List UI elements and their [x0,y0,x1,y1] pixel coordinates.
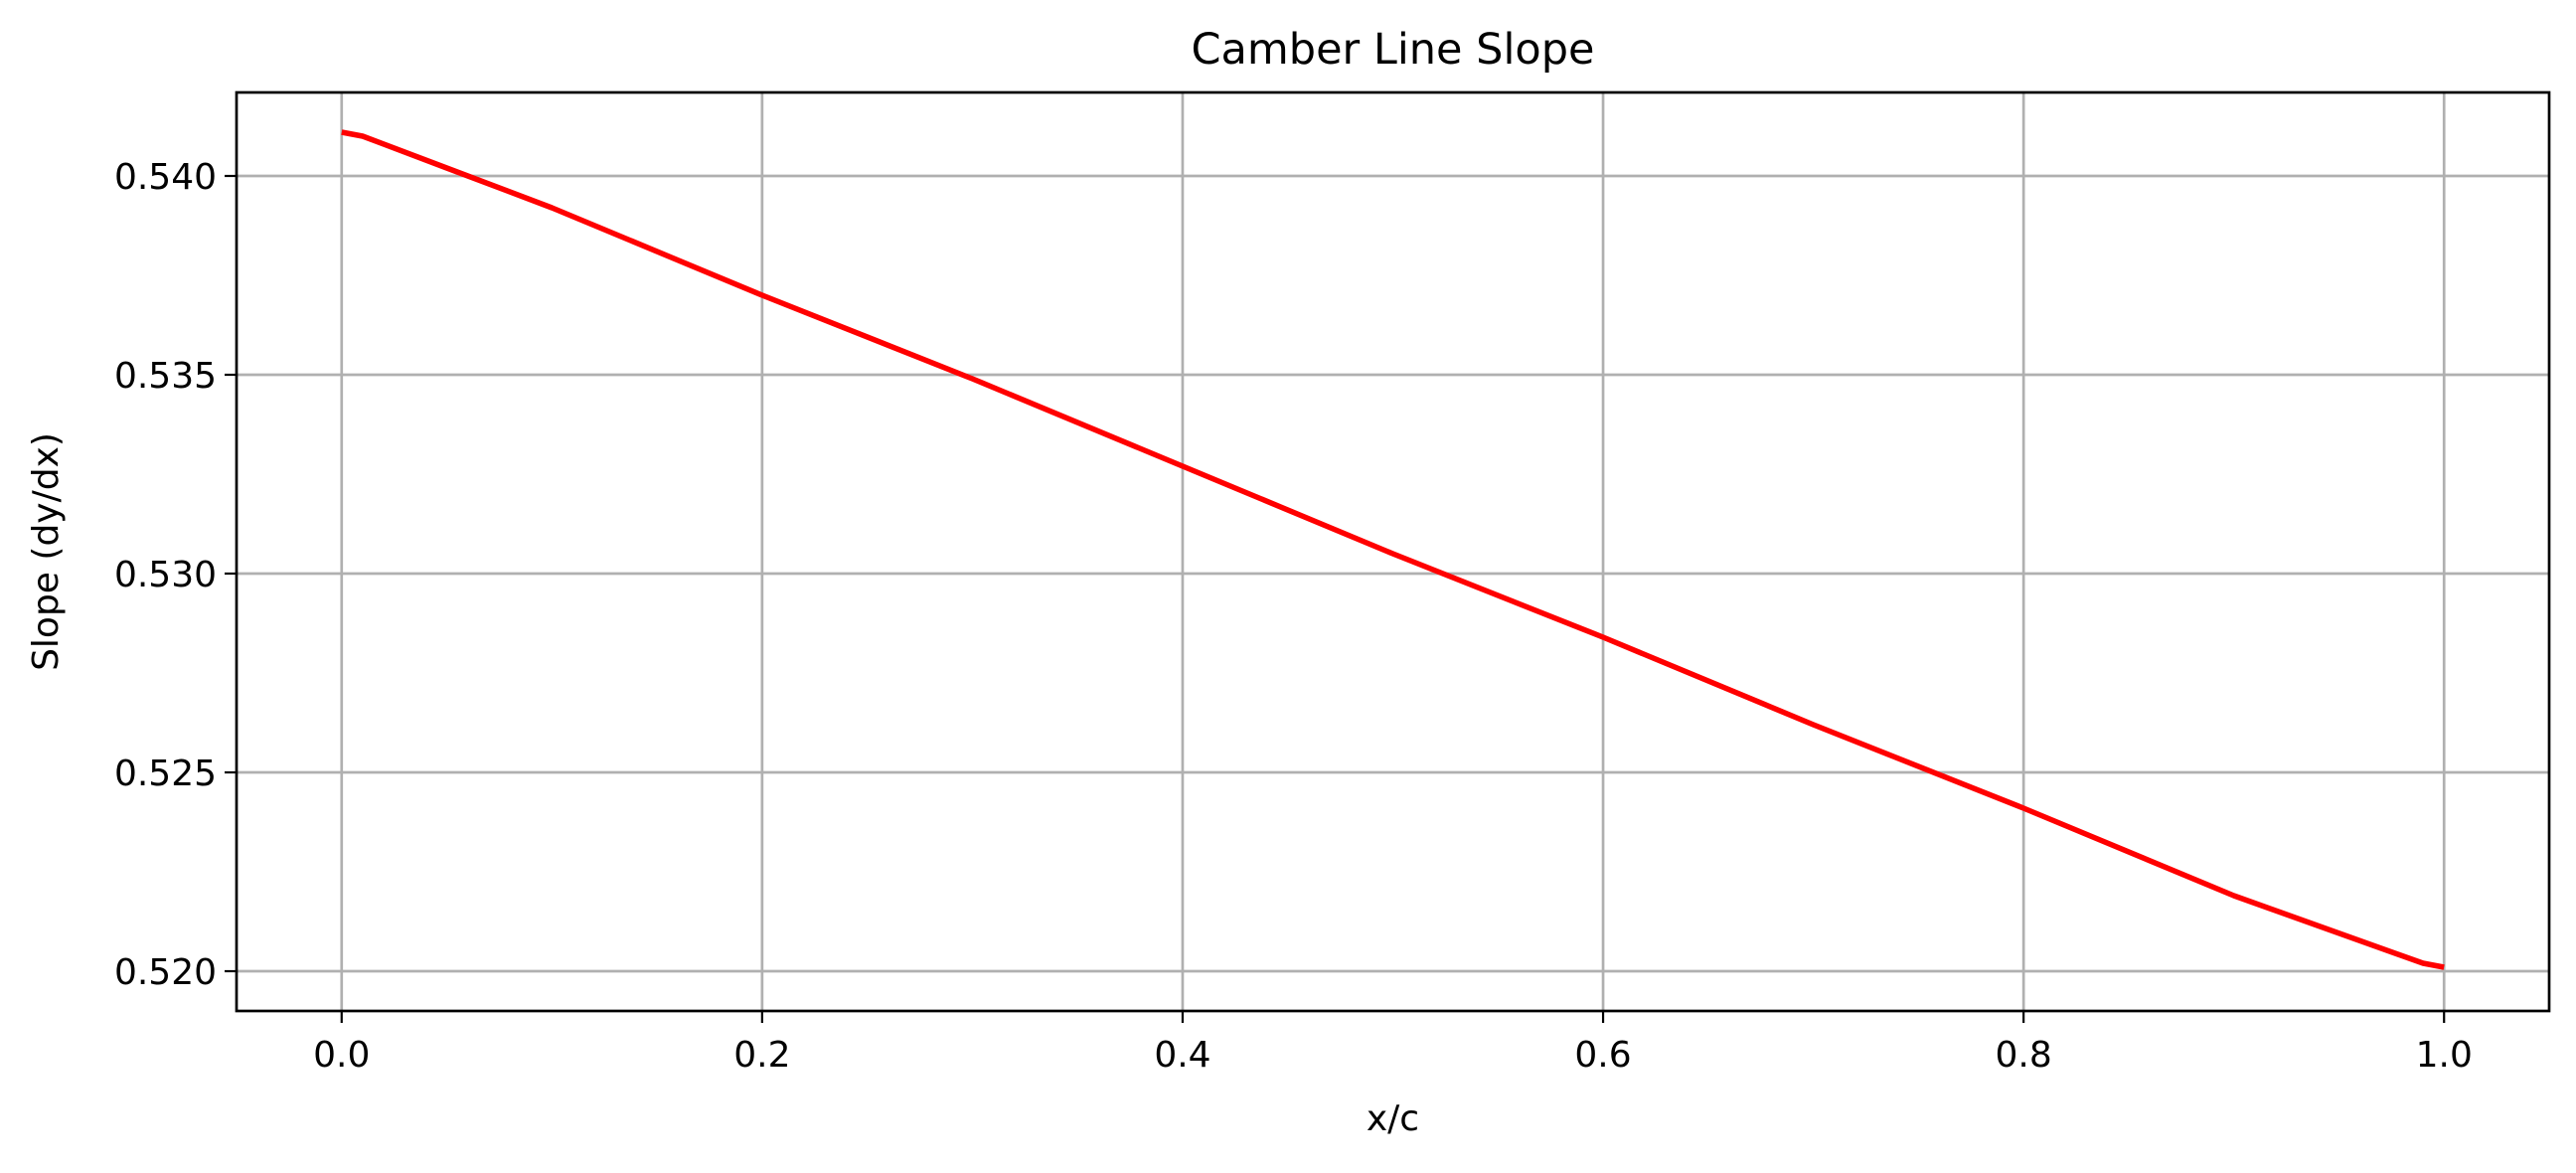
tick-layer: 0.0 0.2 0.4 0.6 0.8 1.0 0.520 0.525 0.530 0.535 0.… [114,157,2473,1076]
y-axis-label: Slope (dy/dx) [26,432,67,671]
y-tick-label: 0.530 [114,555,217,595]
chart-title: Camber Line Slope [1192,25,1595,75]
plot-area-frame [235,90,2551,1013]
x-tick-label: 1.0 [2416,1035,2473,1076]
x-axis-label: x/c [1367,1098,1419,1139]
x-tick-label: 0.2 [733,1035,790,1076]
x-tick-label: 0.0 [313,1035,370,1076]
grid-layer [237,92,2549,1011]
y-tick-label: 0.535 [114,356,217,397]
x-tick-label: 0.6 [1574,1035,1631,1076]
x-tick-label: 0.4 [1154,1035,1210,1076]
y-tick-label: 0.520 [114,952,217,993]
series-layer [341,129,2445,970]
series-line [341,129,2445,970]
x-tick-label: 0.8 [1996,1035,2052,1076]
y-tick-label: 0.525 [114,754,217,794]
y-tick-label: 0.540 [114,157,217,198]
